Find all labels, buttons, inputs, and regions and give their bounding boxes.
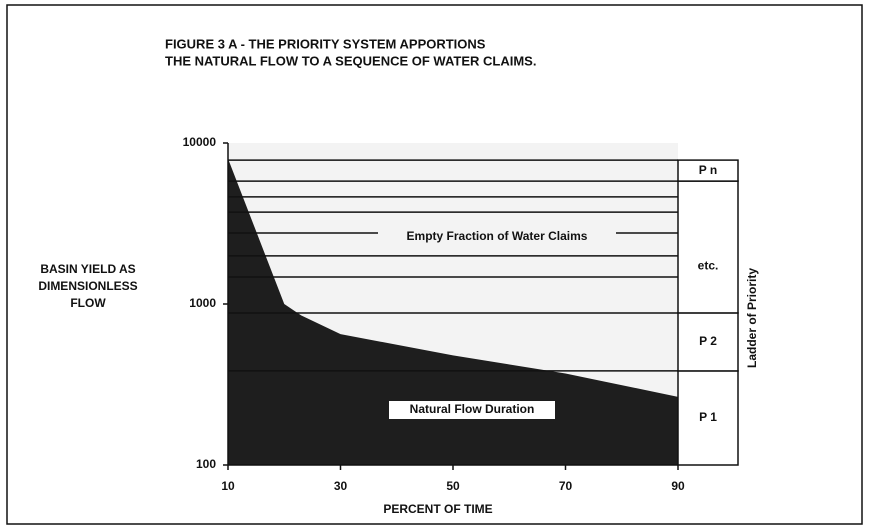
y-axis-label: DIMENSIONLESS bbox=[38, 279, 137, 293]
ladder-label: etc. bbox=[698, 259, 719, 273]
ladder-label: Ladder of Priority bbox=[745, 268, 759, 368]
ladder-box bbox=[677, 180, 739, 314]
y-axis-label: FLOW bbox=[70, 296, 106, 310]
x-tick-label: 90 bbox=[671, 479, 685, 493]
chart-title: FIGURE 3 A - THE PRIORITY SYSTEM APPORTI… bbox=[165, 36, 486, 51]
x-tick-label: 10 bbox=[221, 479, 235, 493]
annotation: Empty Fraction of Water Claims bbox=[407, 229, 588, 243]
flow-area bbox=[228, 158, 678, 465]
ladder-box bbox=[677, 370, 739, 466]
x-tick-label: 50 bbox=[446, 479, 460, 493]
x-axis-label: PERCENT OF TIME bbox=[383, 502, 492, 516]
chart-title: THE NATURAL FLOW TO A SEQUENCE OF WATER … bbox=[165, 53, 536, 68]
annotation-bg bbox=[389, 401, 555, 419]
ladder-box bbox=[677, 312, 739, 372]
y-tick-label: 100 bbox=[196, 457, 216, 471]
annotation: Natural Flow Duration bbox=[410, 402, 535, 416]
annotation-bg bbox=[378, 229, 616, 245]
x-tick-label: 70 bbox=[559, 479, 573, 493]
ladder-label: P 2 bbox=[699, 334, 717, 348]
ladder-label: P n bbox=[699, 163, 717, 177]
ladder-box bbox=[677, 159, 739, 182]
y-tick-label: 1000 bbox=[189, 296, 216, 310]
ladder-label: P 1 bbox=[699, 410, 717, 424]
y-axis-label: BASIN YIELD AS bbox=[40, 262, 135, 276]
x-tick-label: 30 bbox=[334, 479, 348, 493]
y-tick-label: 10000 bbox=[183, 135, 217, 149]
